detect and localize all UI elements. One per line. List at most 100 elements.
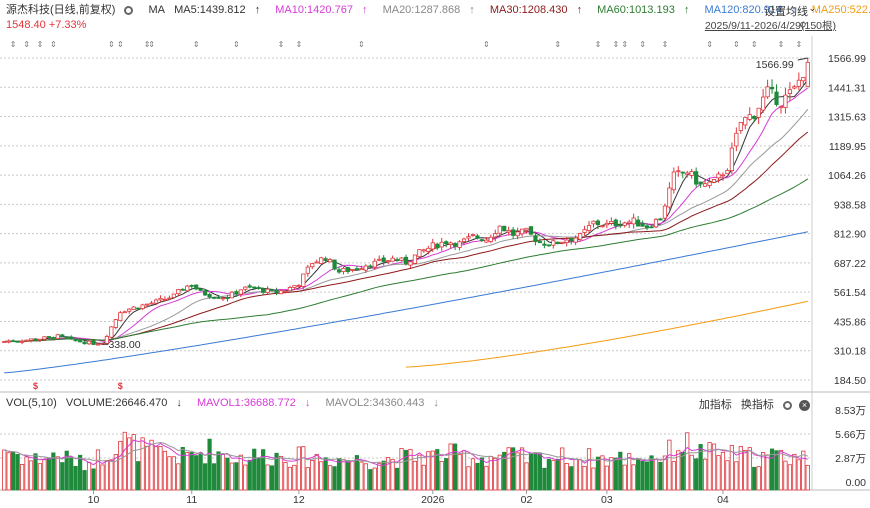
- volume-bar: [158, 445, 163, 491]
- volume-bar: [269, 465, 275, 491]
- close-icon[interactable]: ×: [799, 399, 810, 411]
- candle-body: [439, 241, 444, 248]
- volume-bar: [461, 450, 467, 491]
- volume-bar: [377, 463, 382, 491]
- candle-body: [185, 285, 190, 292]
- volume-bar: [176, 463, 181, 491]
- volume-bar: [662, 455, 668, 491]
- volume-tick-label: 5.66万: [835, 429, 866, 441]
- price-tick-label: 812.90: [834, 229, 866, 241]
- volume-bar: [738, 446, 743, 491]
- volume-bar: [582, 465, 587, 491]
- volume-bar: [542, 467, 547, 491]
- candle-body: [466, 236, 471, 239]
- candle-body: [787, 89, 793, 94]
- volume-bar: [15, 453, 20, 491]
- candle-body: [778, 106, 784, 109]
- date-range[interactable]: 2025/9/11-2026/4/29(150根): [704, 20, 836, 32]
- candle-body: [618, 224, 623, 227]
- candle-body: [350, 269, 355, 271]
- add-indicator-button[interactable]: 加指标: [698, 399, 732, 411]
- candle-body: [91, 340, 96, 345]
- candle-body: [310, 263, 315, 268]
- volume-bar: [100, 464, 105, 491]
- volume-bar: [73, 465, 78, 491]
- chevron-down-icon[interactable]: ⌄: [808, 3, 816, 13]
- candle-body: [203, 290, 208, 296]
- candle-body: [37, 338, 43, 341]
- candle-body: [167, 297, 172, 300]
- candle-body: [265, 288, 270, 293]
- gear-icon[interactable]: [782, 399, 792, 411]
- settings-ma-button[interactable]: 设置均线: [764, 6, 808, 18]
- switch-indicator-button[interactable]: 换指标: [740, 399, 774, 411]
- candle-body: [269, 289, 275, 291]
- x-tick-label: 11: [186, 494, 197, 506]
- candle-body: [153, 299, 159, 304]
- volume-bar: [354, 455, 359, 491]
- candle-body: [707, 181, 712, 186]
- volume-bar: [171, 456, 176, 491]
- candle-body: [363, 265, 368, 271]
- candle-body: [537, 241, 543, 244]
- candle-body: [511, 229, 516, 236]
- candle-body: [78, 340, 83, 343]
- volume-bar: [350, 460, 355, 491]
- volume-bar: [743, 449, 748, 491]
- candle-body: [122, 311, 127, 314]
- volume-bar: [203, 463, 208, 491]
- volume-bar: [533, 452, 538, 491]
- candle-body: [113, 319, 118, 328]
- candle-body: [118, 312, 123, 322]
- volume-bar: [774, 450, 779, 491]
- candle-body: [720, 174, 726, 177]
- candle-body: [256, 287, 261, 289]
- volume-bar: [336, 458, 342, 491]
- candle-body: [82, 341, 87, 345]
- candle-body: [524, 227, 529, 231]
- last-price: 1548.40: [6, 19, 46, 31]
- candle-body: [805, 61, 810, 87]
- volume-bar: [368, 469, 373, 491]
- volume-bar: [319, 461, 324, 491]
- candle-body: [671, 171, 676, 191]
- volume-bar: [144, 445, 150, 491]
- candle-body: [551, 240, 556, 246]
- gear-icon[interactable]: [124, 4, 139, 16]
- candle-body: [301, 273, 306, 287]
- volume-bar: [247, 459, 252, 491]
- candle-body: [336, 269, 342, 273]
- volume-bar: [783, 460, 788, 491]
- candle-body: [229, 291, 234, 299]
- volume-bar: [46, 457, 51, 491]
- candle-body: [716, 173, 721, 179]
- ma250-value: MA250:522.477 ↑: [811, 4, 870, 16]
- volume-bar: [265, 464, 270, 491]
- volume-bar: [341, 459, 346, 491]
- candle-body: [377, 258, 382, 261]
- candle-body: [702, 183, 708, 187]
- volume-bar: [86, 462, 92, 491]
- volume-bar: [252, 448, 257, 491]
- volume-bar: [345, 460, 351, 491]
- candle-body: [252, 286, 257, 289]
- volume-header: VOL(5,10) VOLUME:26646.470 ↓ MAVOL1:3668…: [6, 396, 451, 410]
- ma-line-ma60: [4, 178, 809, 342]
- candle-body: [586, 225, 592, 231]
- volume-bar: [211, 463, 217, 491]
- candle-body: [216, 297, 221, 299]
- ma10-value: MA10:1420.767 ↑: [275, 4, 368, 16]
- event-marker: ⇕: [233, 40, 240, 49]
- candle-body: [475, 235, 480, 239]
- volume-bar: [716, 455, 721, 491]
- candle-body: [28, 338, 34, 341]
- event-marker: ⇕: [37, 40, 44, 49]
- ma20-value: MA20:1287.868 ↑: [382, 4, 475, 16]
- volume-bar: [519, 447, 525, 491]
- candle-body: [225, 297, 230, 300]
- mavol2-value: MAVOL2:34360.443 ↓: [325, 397, 439, 409]
- volume-bar: [618, 451, 623, 491]
- volume-bar: [604, 465, 609, 491]
- volume-bar: [720, 451, 726, 491]
